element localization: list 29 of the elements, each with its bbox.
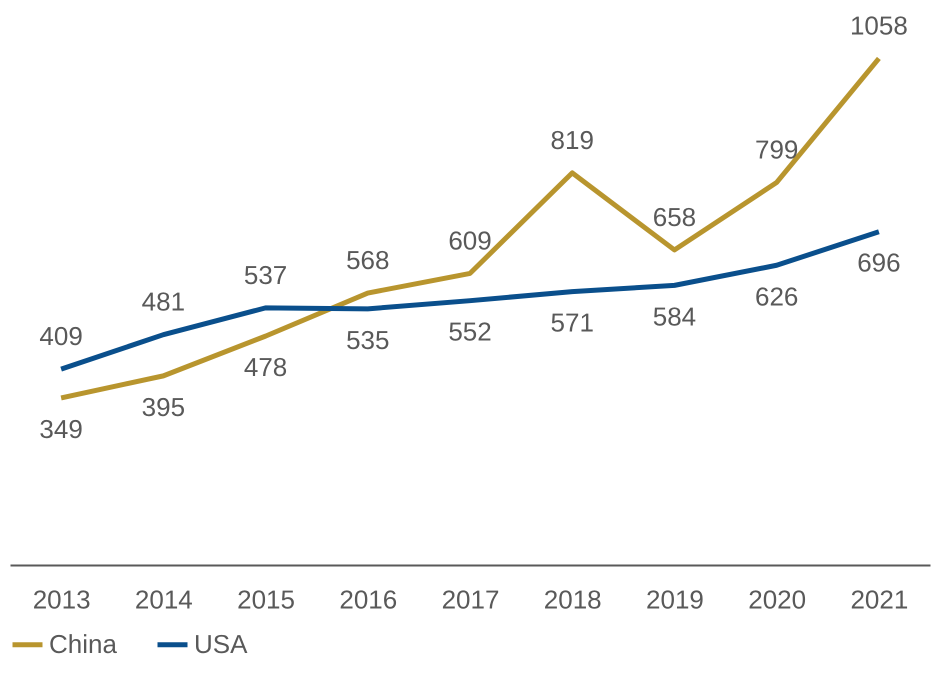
data-label: 349 <box>39 414 83 444</box>
data-label: 395 <box>142 392 186 422</box>
data-label: 696 <box>857 248 901 278</box>
x-tick-label: 2021 <box>850 584 908 614</box>
data-label: 819 <box>550 124 594 155</box>
data-label: 537 <box>244 260 288 290</box>
x-tick-label: 2016 <box>339 584 398 614</box>
data-label: 568 <box>346 245 390 276</box>
x-tick-label: 2013 <box>32 584 91 614</box>
x-tick-label: 2014 <box>134 584 193 614</box>
data-label: 478 <box>244 352 288 382</box>
x-tick-label: 2020 <box>748 584 806 614</box>
x-tick-label: 2017 <box>442 584 500 614</box>
data-label: 658 <box>652 202 696 232</box>
data-label: 552 <box>448 316 492 347</box>
legend-label: China <box>49 628 118 659</box>
data-label: 626 <box>754 281 798 312</box>
data-label: 409 <box>39 321 83 352</box>
data-label: 1058 <box>850 10 908 40</box>
x-tick-label: 2019 <box>646 584 704 614</box>
data-label: 609 <box>448 225 492 256</box>
data-label: 571 <box>550 308 594 338</box>
data-label: 799 <box>754 134 798 164</box>
legend-label: USA <box>194 628 248 659</box>
data-label: 584 <box>652 301 696 332</box>
data-label: 535 <box>346 324 390 355</box>
data-label: 481 <box>142 286 186 317</box>
x-tick-label: 2018 <box>544 584 602 614</box>
x-tick-label: 2015 <box>237 584 295 614</box>
